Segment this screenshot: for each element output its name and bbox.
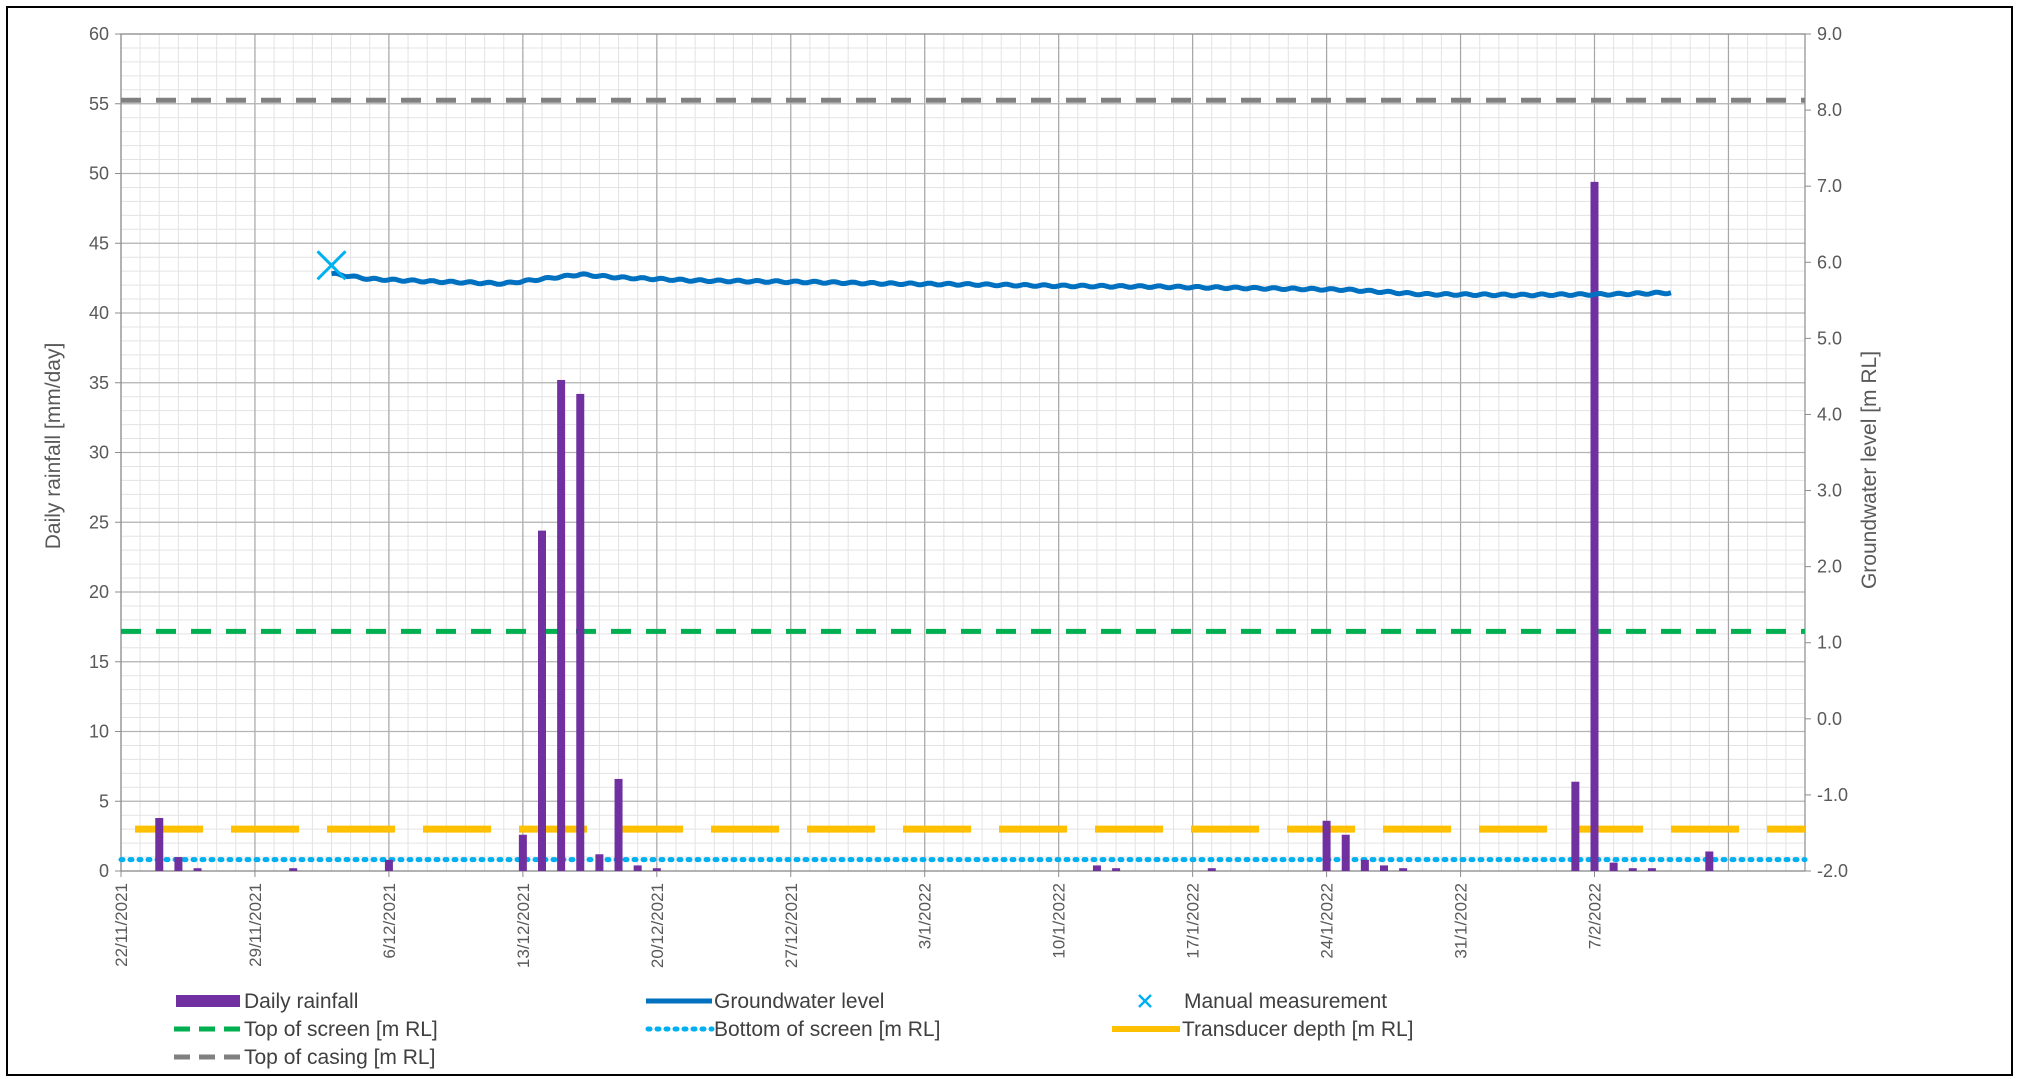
right-tick-label: 4.0 xyxy=(1817,404,1842,424)
right-y-axis-title: Groundwater level [m RL] xyxy=(1858,351,1881,589)
rainfall-bar xyxy=(1399,868,1408,871)
rainfall-bar xyxy=(1571,781,1580,871)
manual-measurement-marker xyxy=(316,250,347,281)
rainfall-bar xyxy=(614,778,623,871)
right-tick-label: -1.0 xyxy=(1817,785,1848,805)
rainfall-bar xyxy=(633,865,642,871)
rainfall-bar xyxy=(595,854,604,871)
x-tick-label: 24/1/2022 xyxy=(1318,883,1337,959)
rainfall-bar xyxy=(1609,862,1618,871)
left-tick-label: 50 xyxy=(89,164,109,184)
left-tick-label: 60 xyxy=(89,24,109,44)
rainfall-bar xyxy=(1628,868,1637,871)
rainfall-bar xyxy=(1590,181,1599,871)
x-tick-label: 13/12/2021 xyxy=(514,883,533,968)
rainfall-bar xyxy=(193,868,202,871)
rainfall-bar xyxy=(1322,820,1331,871)
legend-label-top-of-screen: Top of screen [m RL] xyxy=(244,1018,438,1041)
manual-measurement-series xyxy=(316,250,347,281)
x-tick-label: 17/1/2022 xyxy=(1184,883,1203,959)
right-tick-label: 9.0 xyxy=(1817,24,1842,44)
right-tick-label: 8.0 xyxy=(1817,100,1842,120)
x-tick-label: 20/12/2021 xyxy=(648,883,667,968)
right-tick-label: 5.0 xyxy=(1817,328,1842,348)
rainfall-bars xyxy=(155,181,1714,871)
legend-label-top-of-casing: Top of casing [m RL] xyxy=(244,1046,435,1069)
right-tick-label: 0.0 xyxy=(1817,709,1842,729)
rainfall-bar xyxy=(1207,868,1216,871)
x-tick-label: 29/11/2021 xyxy=(246,883,265,967)
rainfall-bar xyxy=(289,868,298,871)
rainfall-bar xyxy=(1341,834,1350,871)
legend-label-manual-measurement: Manual measurement xyxy=(1184,990,1387,1013)
x-tick-label: 6/12/2021 xyxy=(380,883,399,959)
legend-label-transducer-depth: Transducer depth [m RL] xyxy=(1182,1018,1414,1041)
x-axis-ticks: 22/11/2021 29/11/2021 6/12/2021 13/12/2021 2… xyxy=(112,871,1605,968)
legend-swatch-rainfall xyxy=(176,995,240,1007)
groundwater-series xyxy=(331,270,1672,299)
rainfall-bar xyxy=(518,834,527,871)
x-tick-label: 31/1/2022 xyxy=(1452,883,1471,959)
right-tick-label: 1.0 xyxy=(1817,633,1842,653)
legend: Daily rainfall Groundwater level Manual … xyxy=(174,990,1414,1069)
rainfall-bar xyxy=(652,868,661,871)
left-tick-label: 25 xyxy=(89,512,109,532)
left-tick-label: 0 xyxy=(99,861,109,881)
x-tick-label: 27/12/2021 xyxy=(782,883,801,968)
right-tick-label: -2.0 xyxy=(1817,861,1848,881)
rainfall-groundwater-chart: 0 5 10 15 20 25 30 35 40 45 50 55 60 -2.0 -1.0 0.0 1.0 2… xyxy=(42,24,1881,1069)
left-tick-label: 15 xyxy=(89,652,109,672)
rainfall-bar xyxy=(1647,868,1656,871)
left-tick-label: 35 xyxy=(89,373,109,393)
rainfall-bar xyxy=(576,393,585,871)
rainfall-bar xyxy=(1092,865,1101,871)
legend-label-groundwater: Groundwater level xyxy=(714,990,884,1013)
rainfall-bar xyxy=(1360,859,1369,871)
legend-label-bottom-of-screen: Bottom of screen [m RL] xyxy=(714,1018,940,1041)
rainfall-bar xyxy=(1112,868,1121,871)
rainfall-bar xyxy=(557,379,566,871)
left-tick-label: 20 xyxy=(89,582,109,602)
left-tick-label: 5 xyxy=(99,791,109,811)
left-y-axis-title: Daily rainfall [mm/day] xyxy=(42,343,65,550)
rainfall-bar xyxy=(538,530,546,871)
legend-swatch-manual-measurement xyxy=(1138,994,1152,1008)
right-y-axis-ticks: -2.0 -1.0 0.0 1.0 2.0 3.0 4.0 5.0 6.0 7.0 8.0 9.0 xyxy=(1805,24,1848,881)
left-tick-label: 45 xyxy=(89,233,109,253)
rainfall-bar xyxy=(155,817,164,871)
x-tick-label: 3/1/2022 xyxy=(916,883,935,949)
reference-lines xyxy=(118,97,1808,863)
rainfall-bar xyxy=(1380,865,1388,871)
legend-label-rainfall: Daily rainfall xyxy=(244,990,358,1013)
left-tick-label: 30 xyxy=(89,443,109,463)
rainfall-bar xyxy=(1705,851,1714,871)
chart-frame: 0 5 10 15 20 25 30 35 40 45 50 55 60 -2.0 -1.0 0.0 1.0 2… xyxy=(6,6,2013,1076)
left-y-axis-ticks: 0 5 10 15 20 25 30 35 40 45 50 55 60 xyxy=(89,24,121,881)
right-tick-label: 6.0 xyxy=(1817,252,1842,272)
right-tick-label: 2.0 xyxy=(1817,557,1842,577)
left-tick-label: 10 xyxy=(89,722,109,742)
left-tick-label: 55 xyxy=(89,94,109,114)
x-tick-label: 22/11/2021 xyxy=(112,883,131,967)
groundwater-level-line xyxy=(331,270,1672,299)
x-tick-label: 7/2/2022 xyxy=(1586,883,1605,949)
right-tick-label: 7.0 xyxy=(1817,176,1842,196)
x-tick-label: 10/1/2022 xyxy=(1050,883,1069,959)
left-tick-label: 40 xyxy=(89,303,109,323)
rainfall-bar xyxy=(384,859,393,871)
rainfall-bar xyxy=(174,857,183,871)
right-tick-label: 3.0 xyxy=(1817,481,1842,501)
